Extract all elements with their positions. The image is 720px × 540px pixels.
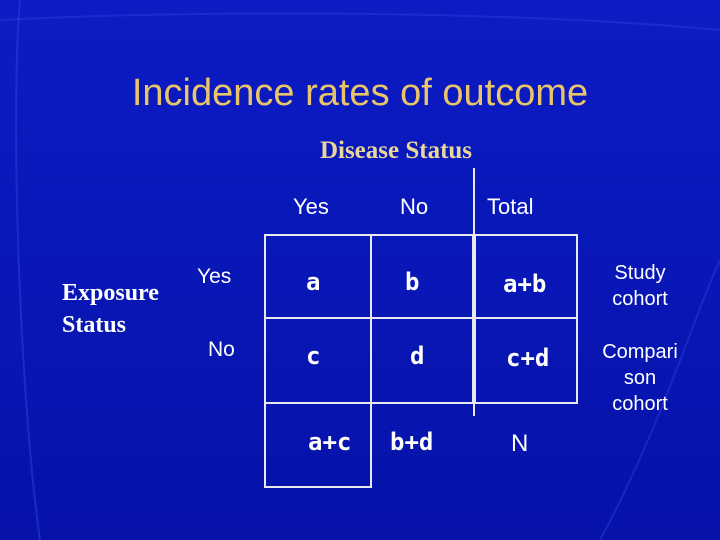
cell-box-column-totals xyxy=(264,402,372,488)
comparison-cohort-label: Compari son cohort xyxy=(594,339,686,417)
cell-n: N xyxy=(511,430,529,457)
comparison-label-line3: cohort xyxy=(612,393,668,415)
cell-a-plus-b: a+b xyxy=(503,270,547,298)
cell-b-plus-d: b+d xyxy=(390,428,434,456)
row-header-no: No xyxy=(208,338,235,361)
cell-c-plus-d: c+d xyxy=(506,344,550,372)
disease-status-heading: Disease Status xyxy=(319,137,473,164)
exposure-status-label: Exposure Status xyxy=(62,277,159,341)
slide-title: Incidence rates of outcome xyxy=(131,72,589,114)
cell-box-totals xyxy=(474,234,578,404)
study-label-line1: Study xyxy=(614,262,666,284)
cell-d: d xyxy=(410,342,425,370)
cell-c: c xyxy=(306,342,321,370)
column-header-no: No xyxy=(400,194,429,219)
exposure-label-line2: Status xyxy=(62,312,127,338)
comparison-label-line2: son xyxy=(623,367,657,389)
row-header-yes: Yes xyxy=(197,265,232,288)
cell-b: b xyxy=(405,268,420,296)
cell-a-plus-c: a+c xyxy=(308,428,352,456)
study-label-line2: cohort xyxy=(612,288,668,310)
comparison-label-line1: Compari xyxy=(602,341,678,363)
study-cohort-label: Study cohort xyxy=(594,260,686,312)
column-header-yes: Yes xyxy=(293,194,329,219)
cell-a: a xyxy=(306,268,321,296)
column-header-total: Total xyxy=(487,194,534,219)
cell-box-b-d xyxy=(370,234,474,404)
exposure-label-line1: Exposure xyxy=(62,280,159,306)
cell-box-a-c xyxy=(264,234,372,404)
